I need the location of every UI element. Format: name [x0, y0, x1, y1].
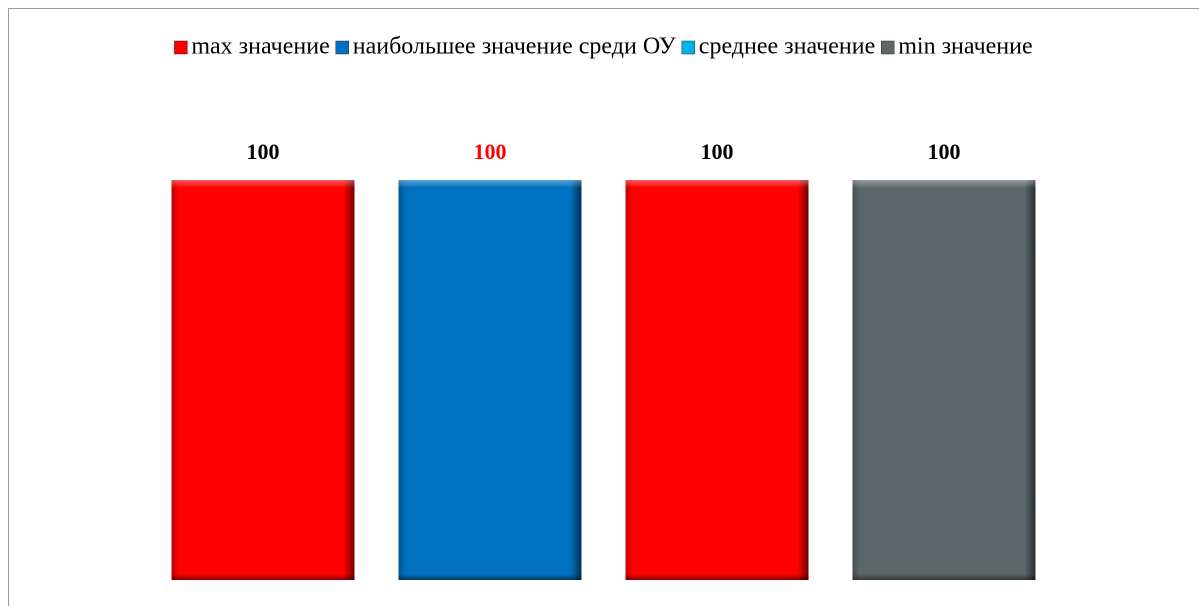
value-label: 100 — [247, 139, 280, 164]
plot-area: 100 100 100 100 — [171, 139, 1036, 580]
legend-label: max значение — [191, 34, 329, 60]
bar-bevel — [625, 180, 809, 580]
legend-swatch — [880, 40, 895, 55]
legend-label: наибольшее значение среди ОУ — [353, 34, 676, 60]
legend-label: среднее значение — [699, 34, 875, 60]
value-label: 100 — [928, 139, 961, 164]
legend-swatch — [174, 40, 188, 55]
bar-bevel — [171, 180, 355, 580]
legend-label: min значение — [898, 34, 1032, 60]
bar-bevel — [398, 180, 582, 580]
legend: max значение наибольшее значение среди ОУ… — [174, 34, 1033, 60]
chart-frame — [8, 8, 1199, 606]
value-label: 100 — [701, 139, 734, 164]
legend-swatch — [681, 40, 696, 55]
bar-bevel — [852, 180, 1036, 580]
legend-swatch — [335, 40, 349, 55]
value-label: 100 — [474, 139, 507, 164]
